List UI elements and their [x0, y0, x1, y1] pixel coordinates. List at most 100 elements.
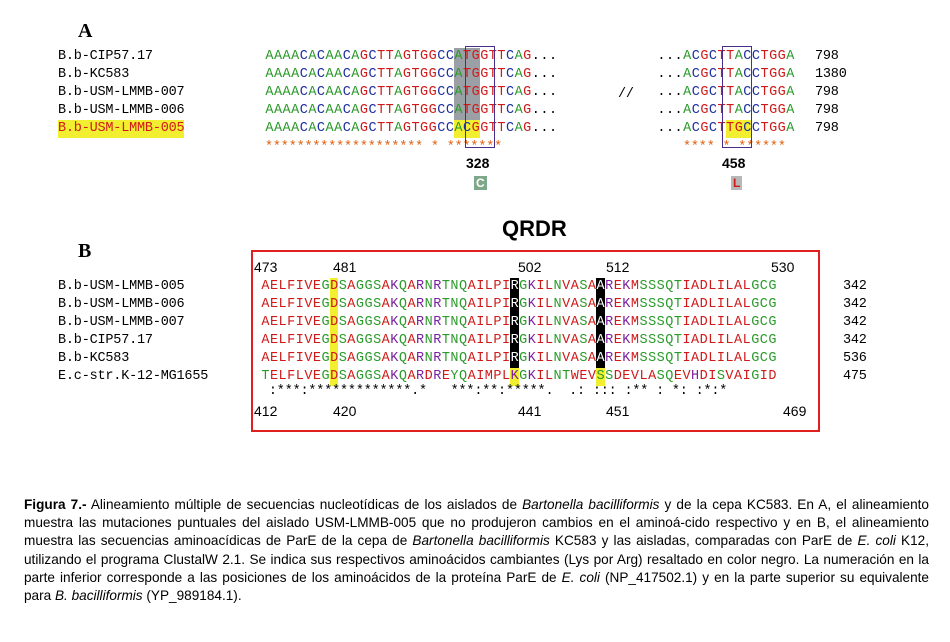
codon-328-box: [465, 46, 495, 148]
residue: L: [544, 351, 553, 366]
nucleotide: A: [454, 84, 463, 102]
nucleotide: T: [377, 67, 385, 82]
residue: T: [261, 369, 270, 384]
residue: I: [476, 315, 485, 330]
nucleotide: G: [700, 67, 709, 82]
nucleotide: C: [445, 103, 454, 118]
residue: G: [364, 333, 373, 348]
residue: S: [639, 315, 648, 330]
residue: G: [519, 351, 528, 366]
nucleotide: G: [523, 121, 532, 136]
nucleotide: G: [523, 49, 532, 64]
nucleotide: G: [480, 67, 489, 82]
residue: T: [673, 333, 682, 348]
residue: G: [768, 315, 777, 330]
nucleotide: .: [548, 121, 557, 136]
residue: A: [691, 297, 699, 312]
nucleotide: A: [786, 49, 795, 64]
residue: L: [708, 333, 717, 348]
panel-b-end-num-5: 475: [843, 369, 867, 384]
nucleotide: T: [717, 67, 726, 82]
nucleotide: C: [743, 49, 752, 64]
residue: A: [587, 315, 596, 330]
nucleotide: T: [760, 49, 769, 64]
residue: D: [699, 297, 708, 312]
residue: G: [519, 333, 528, 348]
residue: Q: [398, 279, 407, 294]
nucleotide: A: [786, 121, 795, 136]
nucleotide: A: [325, 49, 334, 64]
nucleotide: C: [445, 85, 454, 100]
residue: I: [295, 315, 304, 330]
panel-b-end-num-3: 342: [843, 333, 867, 348]
nucleotide: A: [514, 67, 523, 82]
residue: N: [553, 333, 562, 348]
residue: E: [613, 279, 622, 294]
residue: S: [338, 297, 347, 312]
residue: A: [596, 332, 605, 350]
residue: A: [587, 279, 596, 294]
residue: S: [338, 369, 347, 384]
residue: L: [544, 315, 553, 330]
residue: H: [691, 369, 699, 384]
residue: S: [656, 297, 665, 312]
nucleotide: .: [657, 67, 666, 82]
residue: A: [407, 369, 416, 384]
nucleotide: G: [777, 85, 786, 100]
panel-b-top-position-4: 530: [771, 259, 795, 275]
residue: Q: [459, 351, 467, 366]
residue: L: [708, 279, 717, 294]
nucleotide: C: [751, 49, 760, 64]
residue: A: [691, 315, 699, 330]
residue: G: [519, 297, 528, 312]
nucleotide: A: [514, 49, 523, 64]
nucleotide: A: [394, 121, 403, 136]
nucleotide: .: [540, 49, 549, 64]
nucleotide: A: [683, 49, 692, 64]
nucleotide: G: [420, 103, 428, 118]
residue: I: [682, 315, 691, 330]
caption-figure-label: Figura 7.-: [24, 497, 87, 512]
nucleotide: C: [751, 67, 760, 82]
residue: P: [493, 315, 502, 330]
residue: R: [433, 297, 442, 312]
caption-text-1: Alineamiento múltiple de secuencias nucl…: [86, 497, 523, 512]
residue: L: [544, 333, 553, 348]
residue: A: [381, 333, 390, 348]
residue: A: [347, 297, 356, 312]
panel-b-end-num-0: 342: [843, 279, 867, 294]
residue: A: [467, 333, 476, 348]
residue: G: [364, 351, 373, 366]
residue: E: [579, 369, 588, 384]
residue: A: [570, 279, 579, 294]
nucleotide: A: [291, 67, 300, 82]
nucleotide: G: [700, 121, 709, 136]
residue: M: [484, 369, 493, 384]
nucleotide: A: [394, 49, 403, 64]
nucleotide: C: [437, 121, 446, 136]
residue: K: [527, 297, 536, 312]
nucleotide: A: [454, 66, 463, 84]
residue: A: [261, 333, 270, 348]
nucleotide: .: [531, 103, 540, 118]
nucleotide: .: [548, 103, 557, 118]
nucleotide: .: [665, 85, 674, 100]
nucleotide: .: [665, 121, 674, 136]
residue: R: [433, 315, 442, 330]
nucleotide: A: [394, 67, 403, 82]
caption-text-4: K12, utilizando el programa ClustalW 2.1…: [24, 533, 929, 585]
panel-b-seq-2: AELFIVEGDSAGGSAKQARNRTNQAILPIRGKILNVASAA…: [261, 314, 777, 332]
panel-b-end-num-2: 342: [843, 315, 867, 330]
residue: A: [734, 369, 742, 384]
nucleotide: G: [428, 103, 437, 118]
panel-b-bottom-position-4: 469: [783, 403, 807, 419]
nucleotide: G: [769, 103, 777, 118]
residue: A: [596, 350, 605, 368]
residue: Q: [459, 315, 467, 330]
caption-italic-4: E. coli: [561, 569, 600, 585]
residue: V: [304, 297, 313, 312]
residue: N: [450, 333, 459, 348]
residue: Q: [665, 279, 674, 294]
residue: P: [493, 297, 502, 312]
residue: A: [381, 315, 390, 330]
